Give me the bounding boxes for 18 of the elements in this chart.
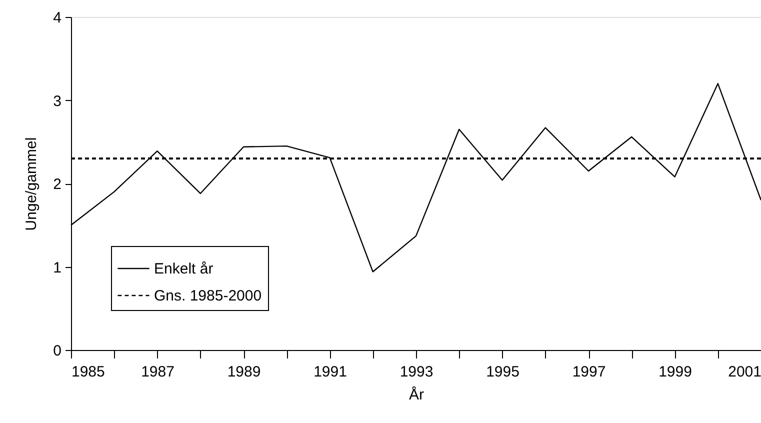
x-tick-label: 1991: [314, 364, 347, 380]
legend-label: Enkelt år: [154, 260, 214, 278]
x-tick-label: 1989: [227, 364, 261, 380]
y-tick-label: 4: [53, 10, 62, 26]
y-tick-label: 3: [53, 92, 62, 110]
x-tick-label: 1993: [400, 364, 434, 380]
legend-label: Gns. 1985-2000: [154, 288, 262, 304]
x-tick-label: 1985: [72, 364, 105, 380]
y-tick-label: 2: [53, 176, 62, 193]
x-tick-label: 1987: [141, 364, 174, 380]
y-tick-label: 1: [53, 259, 62, 276]
x-tick-label: 1995: [486, 364, 520, 380]
x-axis-title: År: [409, 386, 424, 404]
y-tick-label: 0: [53, 342, 62, 360]
y-axis-title: Unge/gammel: [23, 137, 40, 231]
x-tick-label: 1999: [658, 364, 692, 380]
x-tick-label: 2001: [728, 364, 761, 380]
x-tick-label: 1997: [572, 364, 606, 380]
